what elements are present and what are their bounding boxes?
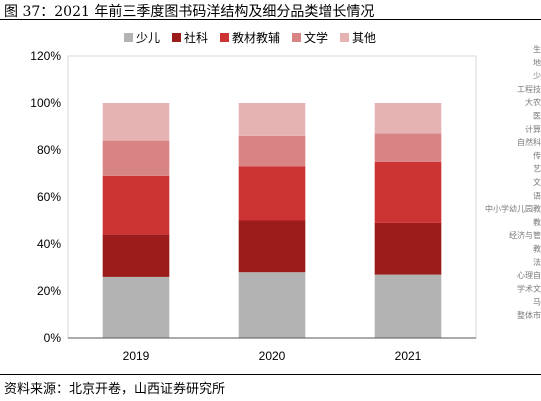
y-tick-label: 80% <box>37 143 61 157</box>
side-label: 心理自 <box>517 270 541 280</box>
bar-segment <box>238 135 306 167</box>
side-label: 整体市 <box>517 310 541 320</box>
legend-label: 少儿 <box>136 31 160 45</box>
bar-segment <box>102 140 170 176</box>
bar-segment <box>102 234 170 277</box>
bar-segment <box>238 220 306 273</box>
bar-segment <box>374 161 442 223</box>
side-label: 教 <box>533 217 541 227</box>
side-label: 语 <box>533 190 541 200</box>
side-label: 自然科 <box>517 137 541 147</box>
x-axis: 2019 2020 2021 <box>68 337 476 363</box>
bar-segment <box>374 133 442 162</box>
y-tick-label: 0% <box>44 331 62 345</box>
source-rule <box>0 374 541 375</box>
legend-swatch <box>292 33 301 42</box>
side-panel-labels: 生地少工程技大农医计算自然科传艺文语中小学幼儿园教教经济与管教法心理自学术文马整… <box>485 44 541 320</box>
legend-label: 教材教辅 <box>232 30 280 45</box>
figure-title: 图 37：2021 年前三季度图书码洋结构及细分品类增长情况 <box>4 4 375 20</box>
bar-segment <box>374 274 442 338</box>
legend-swatch <box>172 33 181 42</box>
legend-label: 社科 <box>184 30 208 45</box>
side-label: 大农 <box>525 97 541 107</box>
side-label: 学术文 <box>517 283 541 293</box>
y-tick-label: 120% <box>30 49 61 63</box>
x-tick-label: 2021 <box>395 349 422 363</box>
bar-segment <box>374 222 442 275</box>
bar-segment <box>238 166 306 221</box>
legend-label: 其他 <box>352 31 376 45</box>
y-tick-label: 100% <box>30 96 61 110</box>
bar-segment <box>102 175 170 235</box>
y-tick-label: 40% <box>37 237 61 251</box>
side-label: 传 <box>533 150 541 160</box>
side-label: 中小学幼儿园教 <box>485 204 541 214</box>
legend-label: 文学 <box>304 30 328 45</box>
legend: 少儿 社科 教材教辅 文学 其他 <box>124 30 376 45</box>
side-label: 少 <box>533 72 541 81</box>
x-tick-label: 2019 <box>123 349 150 363</box>
bar-segment <box>238 103 306 136</box>
y-tick-label: 60% <box>37 190 61 204</box>
side-label: 艺 <box>533 165 541 174</box>
legend-swatch <box>124 33 133 42</box>
title-rule <box>0 19 541 20</box>
y-tick-label: 20% <box>37 284 61 298</box>
x-tick-label: 2020 <box>259 349 286 363</box>
bar-segment <box>102 103 170 141</box>
side-label: 地 <box>533 57 541 67</box>
side-label: 工程技 <box>517 84 541 94</box>
side-label: 法 <box>533 257 541 267</box>
side-label: 经济与管 <box>509 230 541 240</box>
legend-swatch <box>340 33 349 42</box>
side-label: 教 <box>533 244 541 254</box>
side-label: 生 <box>533 44 541 54</box>
side-label: 医 <box>533 112 541 121</box>
y-axis: 0% 20% 40% 60% 80% 100% 120% <box>30 49 61 345</box>
bar-segment <box>374 103 442 134</box>
side-label: 文 <box>533 177 541 187</box>
legend-swatch <box>220 33 229 42</box>
bar-segment <box>102 276 170 338</box>
side-label: 计算 <box>525 124 541 134</box>
source-note: 资料来源：北京开卷，山西证券研究所 <box>4 382 226 397</box>
stacked-bar-chart: 少儿 社科 教材教辅 文学 其他 0% 20% 40% 60% 80% 100% 120% 2019… <box>30 30 541 363</box>
bar-segment <box>238 272 306 338</box>
bars <box>102 103 442 338</box>
side-label: 马 <box>533 298 541 307</box>
